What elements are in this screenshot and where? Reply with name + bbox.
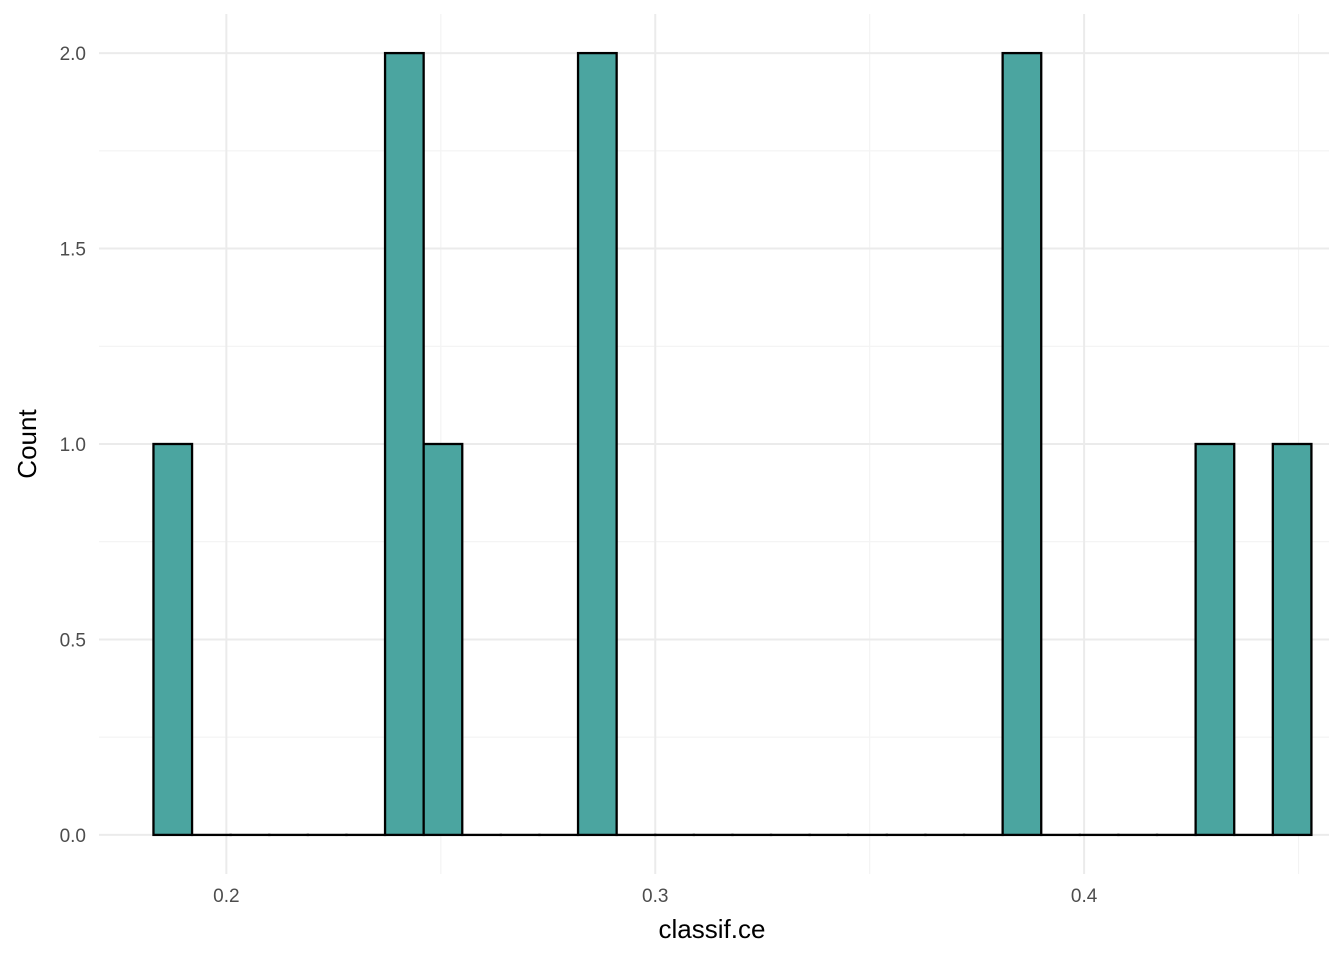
y-tick-label: 0.0 xyxy=(60,826,86,847)
histogram-bar-23 xyxy=(1001,51,1043,837)
major-gridlines xyxy=(99,14,1329,874)
y-tick-label: 1.5 xyxy=(60,240,86,261)
x-tick-label: 0.2 xyxy=(213,886,239,907)
y-tick-label: 0.5 xyxy=(60,630,86,651)
histogram-bar-28 xyxy=(1194,442,1236,837)
histogram-bar-1 xyxy=(152,442,194,837)
histogram-bars xyxy=(152,51,1313,837)
x-axis-ticks: 0.2 0.3 0.4 xyxy=(213,886,1098,907)
y-tick-label: 1.0 xyxy=(60,435,86,456)
x-tick-label: 0.3 xyxy=(642,886,668,907)
y-axis-ticks: 0.0 0.5 1.0 1.5 2.0 xyxy=(60,44,86,847)
y-tick-label: 2.0 xyxy=(60,44,86,65)
histogram-bar-8 xyxy=(422,442,464,837)
x-axis-title: classif.ce xyxy=(659,914,766,944)
x-tick-label: 0.4 xyxy=(1071,886,1098,907)
histogram-bar-7 xyxy=(383,51,425,837)
minor-gridlines xyxy=(99,14,1329,874)
histogram-bar-30 xyxy=(1271,442,1313,837)
histogram-bar-12 xyxy=(576,51,618,837)
y-axis-title: Count xyxy=(12,409,42,479)
